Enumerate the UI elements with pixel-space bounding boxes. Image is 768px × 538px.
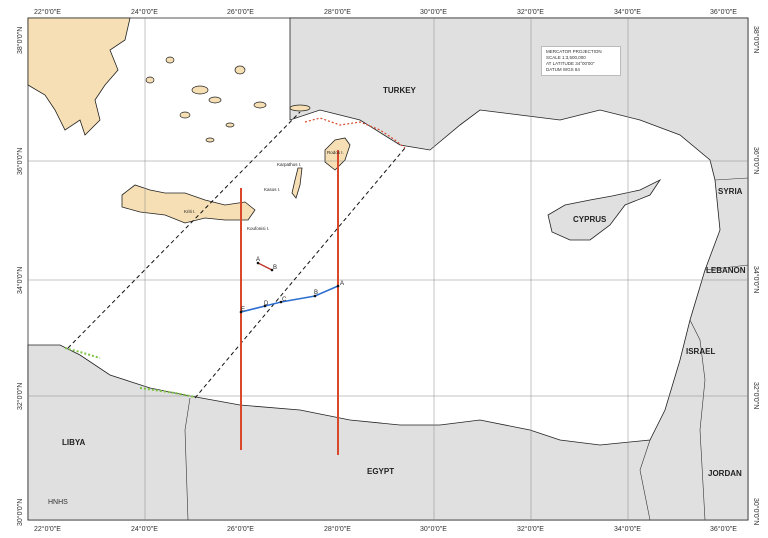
point-label-b2: B: [273, 265, 277, 271]
lat-label: 38°0'0"N: [16, 27, 24, 54]
lat-label: 36°0'0"N: [752, 147, 760, 174]
aegean-islands: [145, 56, 311, 143]
greece-mainland: [27, 17, 131, 136]
info-line: DATUM WGS 84: [546, 67, 580, 72]
lat-label: 34°0'0"N: [752, 266, 760, 293]
point-label-d: D: [264, 301, 269, 307]
kriti-island: [121, 184, 256, 224]
island-label-kriti: Kriti I.: [184, 209, 196, 214]
lon-label: 32°0'0"E: [517, 8, 544, 16]
lon-label: 24°0'0"E: [131, 8, 158, 16]
country-label-lebanon: LEBANON: [706, 266, 746, 275]
country-label-cyprus: CYPRUS: [573, 215, 607, 224]
info-line: AT LATITUDE 34°00'00": [546, 61, 595, 66]
country-label-egypt: EGYPT: [367, 467, 394, 476]
lon-label: 22°0'0"E: [34, 525, 61, 533]
lat-label: 30°0'0"N: [16, 499, 24, 526]
point-label-e: E: [241, 307, 245, 313]
karpathos-island: [291, 167, 303, 199]
point-label-c: C: [282, 297, 287, 303]
lon-label: 32°0'0"E: [517, 525, 544, 533]
point-label-b: B: [314, 290, 318, 296]
country-label-turkey: TURKEY: [383, 86, 417, 95]
lat-label: 32°0'0"N: [752, 382, 760, 409]
country-label-syria: SYRIA: [718, 187, 743, 196]
lon-label: 24°0'0"E: [131, 525, 158, 533]
cyprus-island: [547, 178, 662, 241]
borders: [184, 177, 749, 521]
red-segment-ab: [257, 262, 273, 271]
graticule: [28, 18, 748, 520]
lat-label: 38°0'0"N: [752, 26, 760, 53]
lon-label: 26°0'0"E: [227, 8, 254, 16]
projection-info-box: MERCATOR PROJECTION SCALE 1:3,500,000 AT…: [541, 46, 621, 76]
lon-label: 36°0'0"E: [710, 525, 737, 533]
lat-label: 36°0'0"N: [16, 148, 24, 175]
lon-label: 26°0'0"E: [227, 525, 254, 533]
land-non-greek: [27, 17, 749, 521]
country-label-jordan: JORDAN: [708, 469, 742, 478]
info-line: MERCATOR PROJECTION: [546, 49, 602, 54]
lat-label: 30°0'0"N: [752, 498, 760, 525]
island-label-karpathos: Karpathos I.: [277, 162, 301, 167]
dashed-boundary-east: [194, 147, 406, 399]
turkey-coast-points: [304, 117, 406, 149]
country-label-israel: ISRAEL: [686, 347, 715, 356]
island-label-koufonisi: Koufonisi I.: [247, 226, 269, 231]
country-label-libya: LIBYA: [62, 438, 85, 447]
vertices: [239, 261, 340, 314]
lon-label: 36°0'0"E: [710, 8, 737, 16]
lon-label: 30°0'0"E: [420, 525, 447, 533]
point-label-a2: A: [256, 257, 260, 263]
libya-coast-points-east: [139, 387, 196, 398]
lon-label: 22°0'0"E: [34, 8, 61, 16]
island-label-kasos: Kasos I.: [264, 187, 280, 192]
lon-label: 30°0'0"E: [420, 8, 447, 16]
lon-label: 34°0'0"E: [614, 8, 641, 16]
libya-coast-points-west: [64, 347, 101, 359]
lon-label: 34°0'0"E: [614, 525, 641, 533]
lon-label: 28°0'0"E: [324, 8, 351, 16]
point-label-a: A: [340, 281, 344, 287]
info-line: SCALE 1:3,500,000: [546, 55, 586, 60]
lat-label: 32°0'0"N: [16, 383, 24, 410]
lat-label: 34°0'0"N: [16, 267, 24, 294]
lon-label: 28°0'0"E: [324, 525, 351, 533]
credit-label: HNHS: [48, 499, 68, 506]
island-label-rodos: Rodos I.: [327, 150, 344, 155]
dashed-boundary-west: [67, 111, 301, 349]
